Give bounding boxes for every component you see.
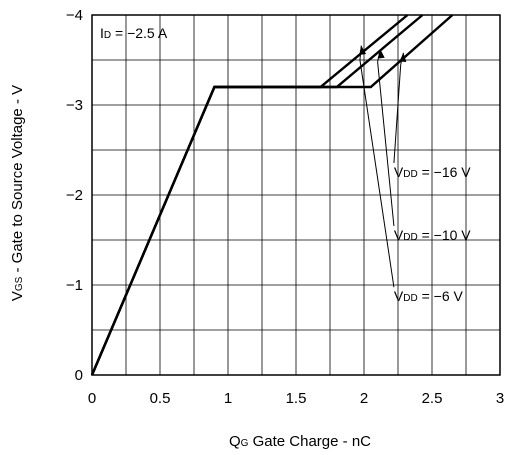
series-label-2: VDD = −16 V [394, 164, 471, 180]
annotation-arrowhead [399, 52, 407, 63]
annotation-leader [359, 59, 395, 288]
x-tick-label: 1 [224, 390, 232, 407]
x-tick-label: 2 [360, 390, 368, 407]
y-tick-label: −4 [66, 7, 83, 24]
y-tick-label: 0 [75, 367, 83, 384]
x-tick-label: 2.5 [422, 390, 443, 407]
annotations: VDD = −16 V VDD = −10 V VDD = −6 V [359, 45, 471, 304]
y-tick-label: −3 [66, 97, 83, 114]
plot-frame [91, 14, 501, 376]
annotation-leader [377, 61, 395, 227]
annotation-leader [393, 64, 402, 164]
y-tick-label: −2 [66, 187, 83, 204]
tick-labels: 0 0.5 1 1.5 2 2.5 3 0 −1 −2 −3 −4 [66, 7, 504, 407]
x-tick-label: 0.5 [150, 390, 171, 407]
annotation-arrowhead [359, 45, 367, 56]
grid [92, 15, 500, 375]
annotation-arrowhead [377, 49, 385, 59]
x-tick-label: 3 [496, 390, 504, 407]
series-line-2 [90, 14, 454, 376]
series-label-0: VDD = −6 V [394, 288, 464, 304]
y-tick-label: −1 [66, 277, 83, 294]
x-tick-label: 1.5 [286, 390, 307, 407]
condition-label: ID = −2.5 A [100, 25, 168, 41]
series-label-1: VDD = −10 V [394, 227, 471, 243]
x-axis-label: QG Gate Charge - nC [229, 433, 371, 450]
x-tick-label: 0 [88, 390, 96, 407]
y-axis-label: VGS - Gate to Source Voltage - V [9, 85, 26, 301]
